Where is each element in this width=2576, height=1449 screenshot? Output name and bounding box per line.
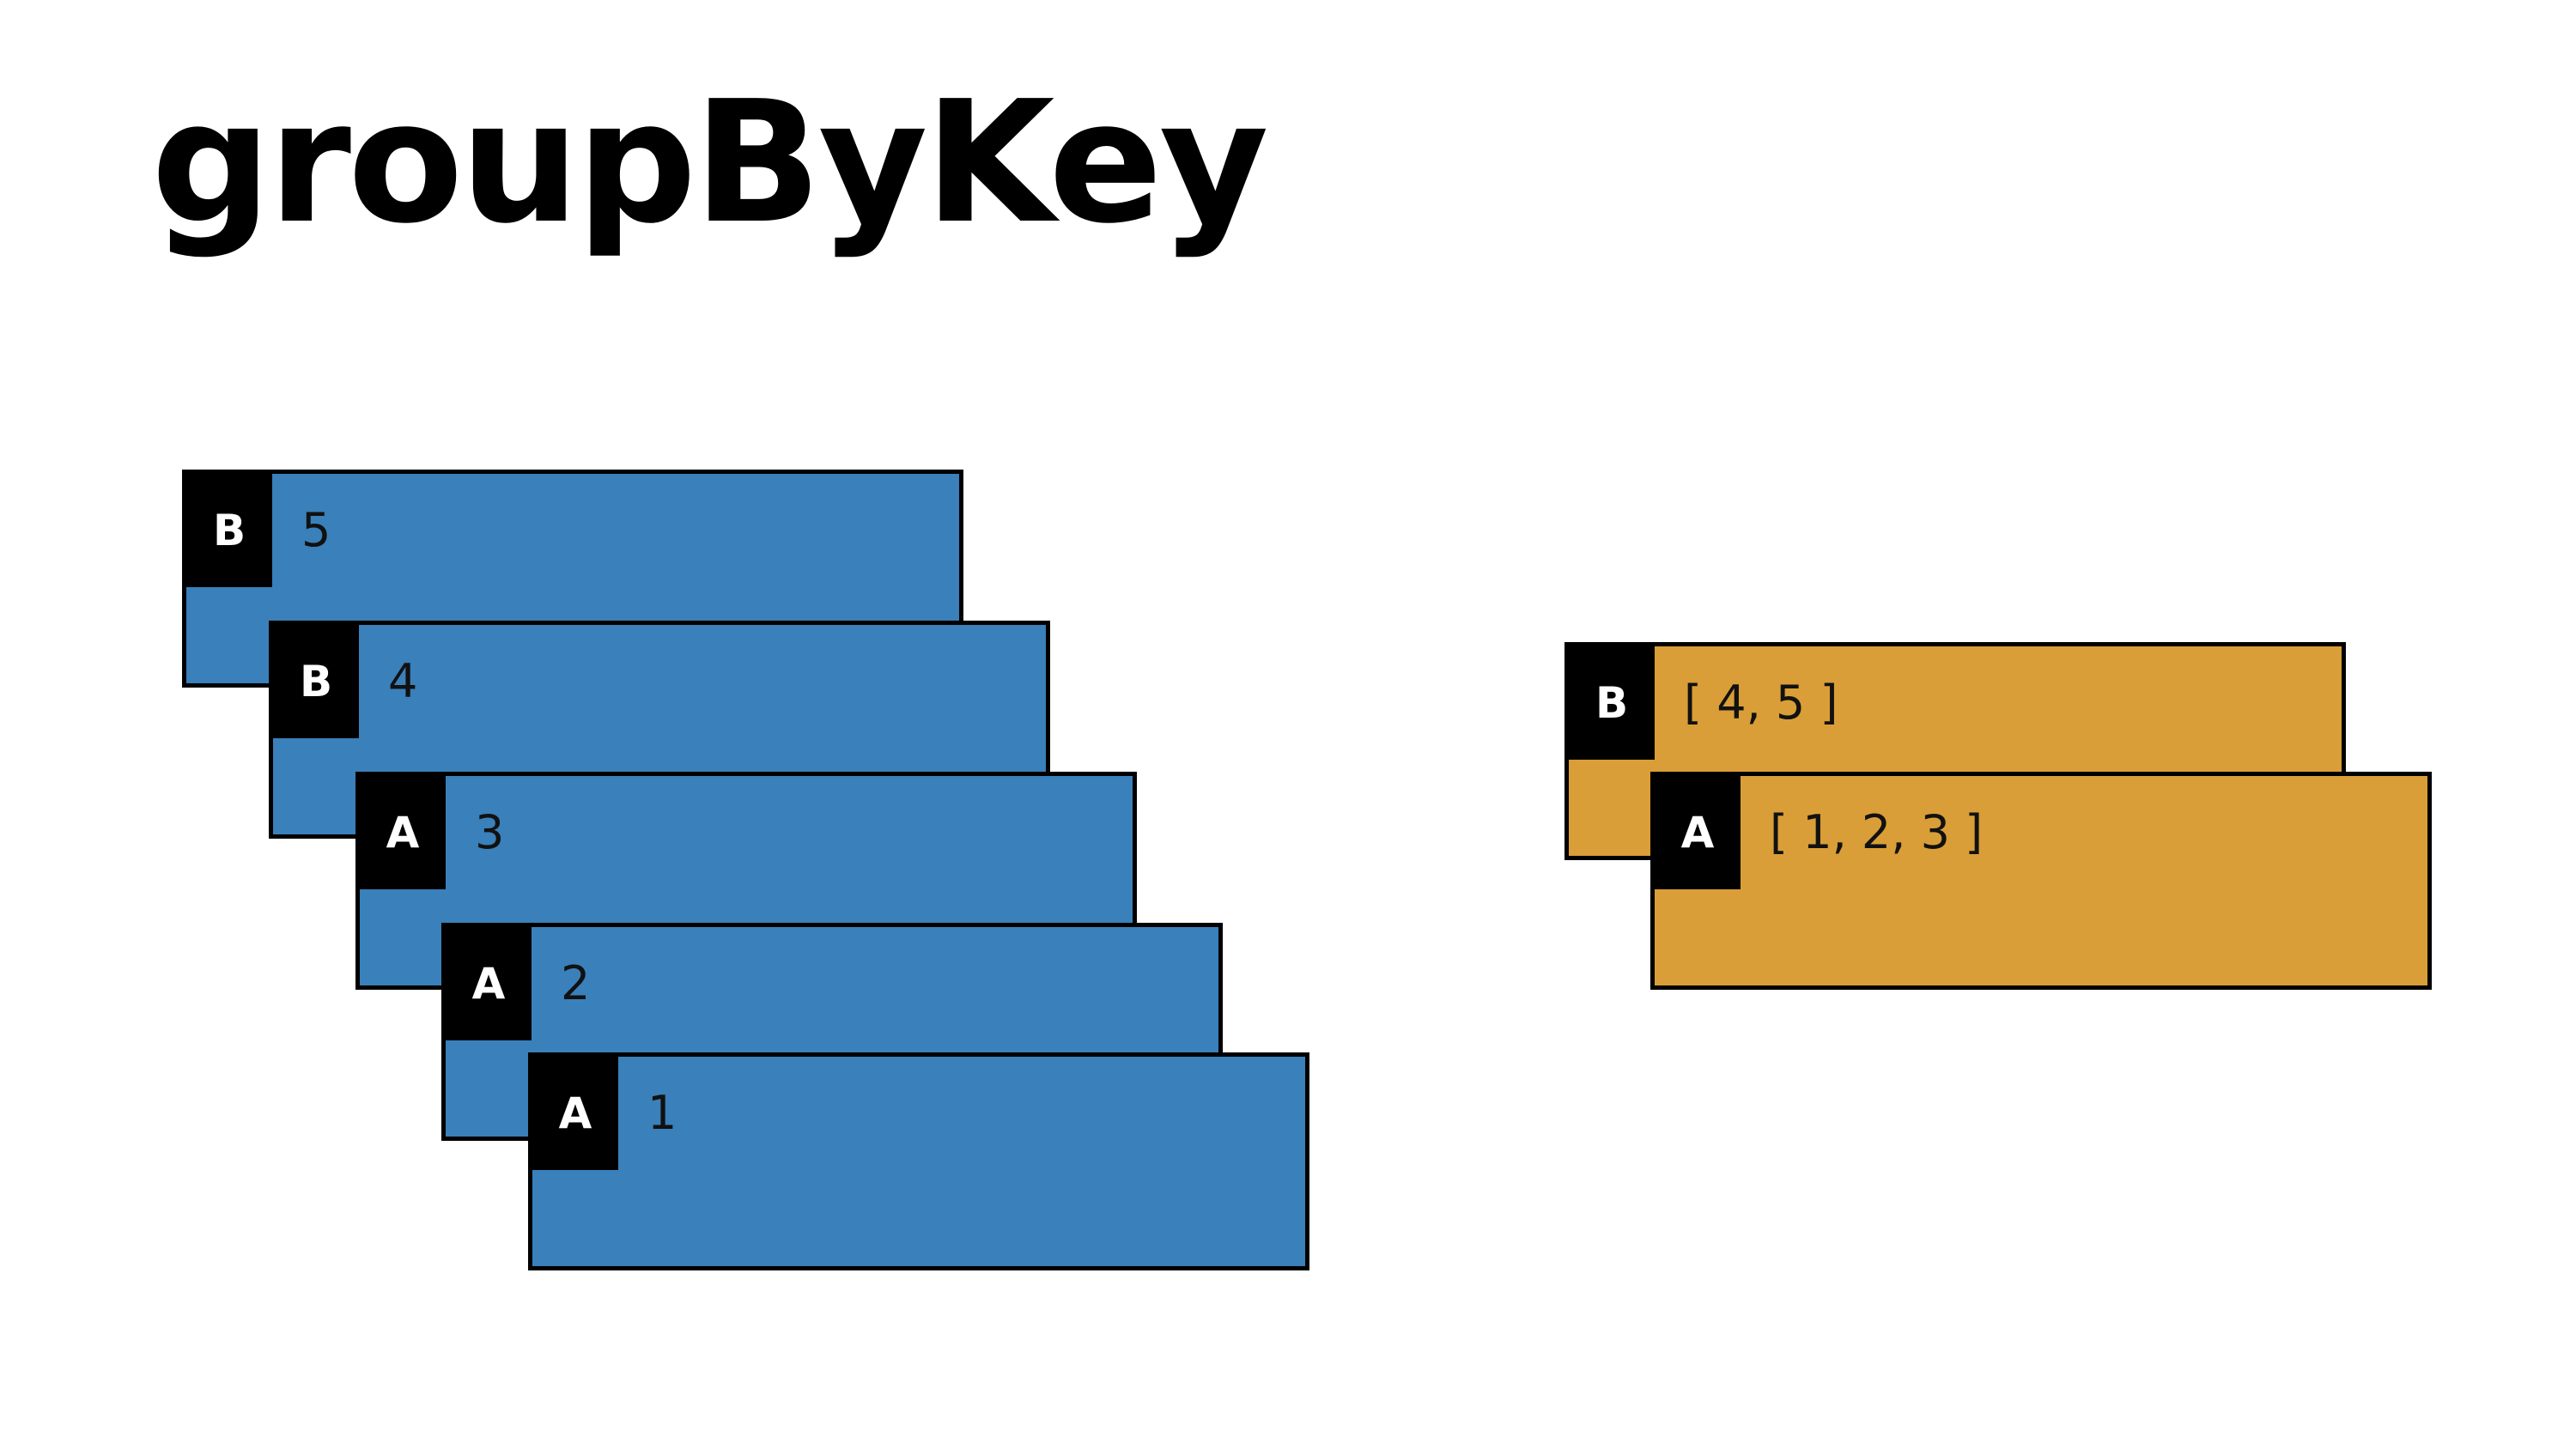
record-value: 2	[561, 956, 591, 1010]
record-value: 5	[301, 503, 331, 557]
record-key: B	[1569, 646, 1655, 760]
record-key: A	[532, 1057, 618, 1170]
output-record-2: A [ 1, 2, 3 ]	[1650, 772, 2432, 990]
record-value: 4	[388, 654, 418, 708]
record-key: A	[360, 776, 446, 889]
record-key: A	[446, 927, 532, 1040]
record-key: B	[273, 625, 359, 738]
record-value: 3	[475, 805, 505, 859]
record-value: 1	[647, 1086, 677, 1140]
page-title: groupByKey	[151, 65, 1269, 261]
input-record-5: A 1	[528, 1052, 1309, 1270]
record-key: B	[186, 474, 272, 587]
record-value: [ 4, 5 ]	[1684, 676, 1838, 730]
record-key: A	[1655, 776, 1741, 889]
record-value: [ 1, 2, 3 ]	[1770, 805, 1984, 859]
